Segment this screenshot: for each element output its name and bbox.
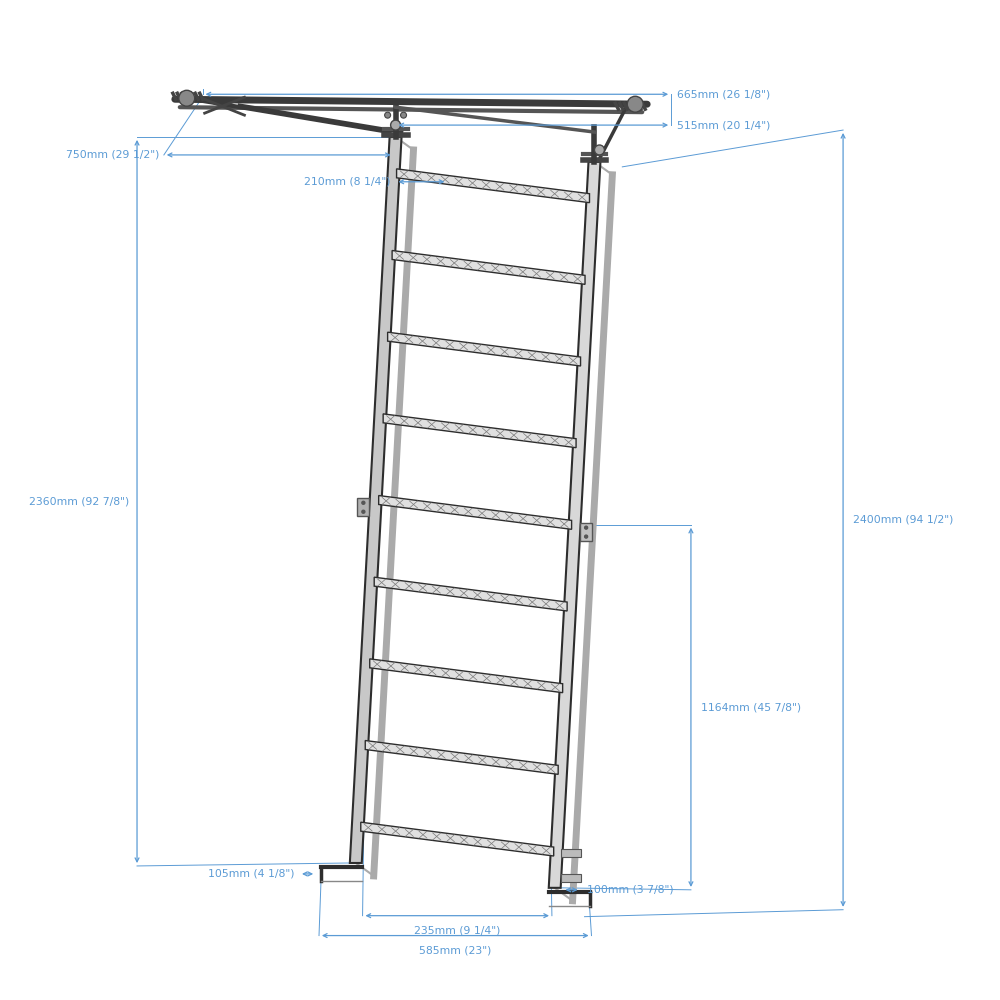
Polygon shape: [379, 496, 572, 529]
Polygon shape: [374, 577, 567, 611]
Polygon shape: [397, 169, 590, 203]
Text: 750mm (29 1/2"): 750mm (29 1/2"): [66, 150, 159, 160]
Polygon shape: [383, 414, 576, 448]
Text: 100mm (3 7/8"): 100mm (3 7/8"): [587, 885, 673, 895]
Bar: [580, 523, 592, 541]
Bar: [561, 849, 581, 857]
Bar: [357, 498, 369, 516]
Polygon shape: [350, 137, 402, 863]
Circle shape: [627, 96, 643, 112]
Text: 2360mm (92 7/8"): 2360mm (92 7/8"): [29, 496, 129, 506]
Circle shape: [362, 510, 365, 513]
Circle shape: [362, 501, 365, 504]
Text: 585mm (23"): 585mm (23"): [419, 946, 491, 956]
Text: 1164mm (45 7/8"): 1164mm (45 7/8"): [701, 702, 801, 712]
Polygon shape: [392, 251, 585, 284]
Polygon shape: [388, 332, 581, 366]
Polygon shape: [549, 162, 600, 888]
Circle shape: [594, 145, 604, 155]
Circle shape: [391, 120, 401, 130]
Circle shape: [179, 90, 195, 106]
Circle shape: [585, 535, 588, 538]
Polygon shape: [365, 741, 558, 774]
Text: 235mm (9 1/4"): 235mm (9 1/4"): [414, 926, 500, 936]
Circle shape: [385, 112, 391, 118]
Polygon shape: [361, 822, 554, 856]
Text: 665mm (26 1/8"): 665mm (26 1/8"): [677, 89, 770, 99]
Bar: [561, 874, 581, 882]
Polygon shape: [370, 659, 563, 693]
Text: 515mm (20 1/4"): 515mm (20 1/4"): [677, 120, 770, 130]
Text: 2400mm (94 1/2"): 2400mm (94 1/2"): [853, 515, 953, 525]
Text: 105mm (4 1/8"): 105mm (4 1/8"): [208, 869, 294, 879]
Text: 210mm (8 1/4"): 210mm (8 1/4"): [304, 177, 391, 187]
Circle shape: [401, 112, 407, 118]
Circle shape: [585, 526, 588, 529]
